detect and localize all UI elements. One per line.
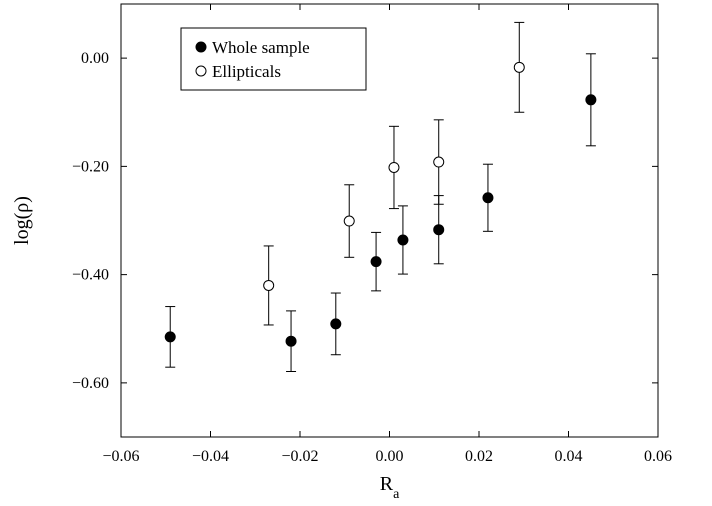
legend-marker-whole-sample: [195, 41, 207, 53]
data-point-whole-sample: [285, 335, 297, 347]
data-point-ellipticals: [433, 156, 445, 168]
x-axis-title: Ra: [380, 473, 400, 502]
x-tick-label: 0.04: [555, 448, 583, 465]
data-point-ellipticals: [513, 61, 525, 73]
x-tick-label: 0.00: [376, 448, 404, 465]
data-point-whole-sample: [482, 192, 494, 204]
legend-label-ellipticals: Ellipticals: [212, 62, 281, 81]
legend: Whole sample Ellipticals: [180, 27, 367, 91]
x-tick-label: 0.02: [465, 448, 493, 465]
y-tick-labels: 0.00 −0.20 −0.40 −0.60: [72, 50, 109, 392]
data-point-whole-sample: [330, 318, 342, 330]
x-tick-labels: −0.06 −0.04 −0.02 0.00 0.02 0.04 0.06: [102, 448, 672, 465]
data-point-whole-sample: [397, 234, 409, 246]
y-tick-label: −0.60: [72, 375, 109, 392]
legend-marker-ellipticals: [195, 65, 207, 77]
y-tick-label: −0.20: [72, 158, 109, 175]
x-tick-label: 0.06: [644, 448, 672, 465]
data-point-whole-sample: [433, 224, 445, 236]
x-axis-title-main: R: [380, 473, 394, 495]
x-tick-label: −0.06: [102, 448, 139, 465]
data-point-ellipticals: [388, 161, 400, 173]
data-point-whole-sample: [585, 94, 597, 106]
data-point-whole-sample: [370, 256, 382, 268]
data-point-ellipticals: [263, 279, 275, 291]
data-point-ellipticals: [343, 215, 355, 227]
data-points: [164, 61, 597, 347]
x-axis-title-subscript: a: [393, 487, 400, 502]
legend-box: [180, 27, 367, 91]
y-tick-label: 0.00: [81, 50, 109, 67]
y-tick-label: −0.40: [72, 267, 109, 284]
x-tick-label: −0.04: [192, 448, 229, 465]
data-point-whole-sample: [164, 331, 176, 343]
y-axis-title: log(ρ): [11, 196, 33, 245]
legend-label-whole-sample: Whole sample: [212, 38, 310, 57]
tick-marks: [120, 4, 659, 437]
x-tick-label: −0.02: [281, 448, 318, 465]
